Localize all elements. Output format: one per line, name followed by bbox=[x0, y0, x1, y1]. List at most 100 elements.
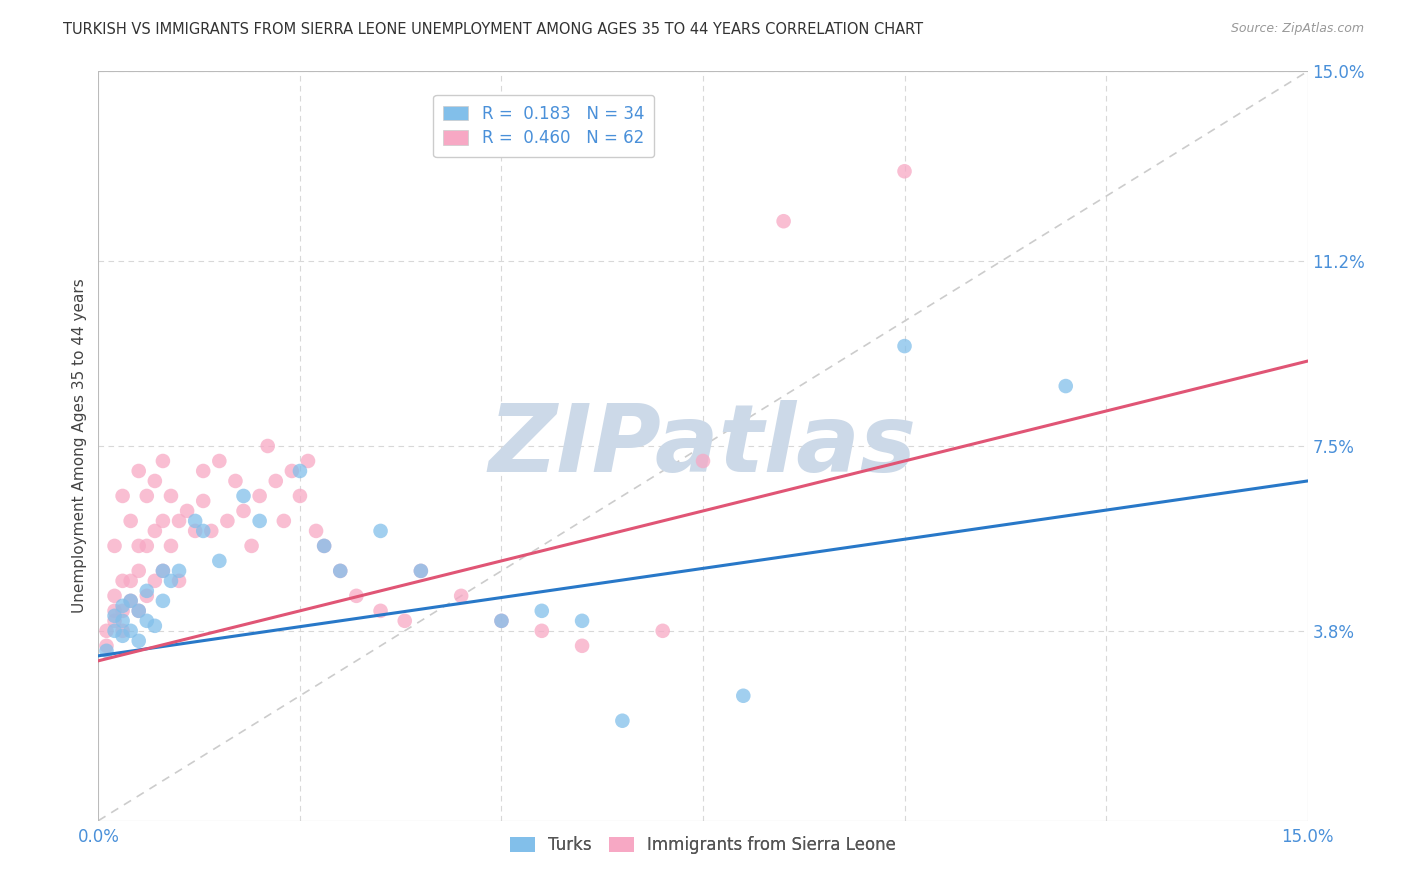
Point bbox=[167, 574, 190, 588]
Point bbox=[111, 624, 134, 638]
Point bbox=[111, 614, 134, 628]
Point bbox=[288, 464, 311, 478]
Point bbox=[111, 599, 134, 613]
Point bbox=[128, 564, 150, 578]
Point bbox=[208, 554, 231, 568]
Point bbox=[772, 214, 794, 228]
Point bbox=[571, 614, 593, 628]
Point bbox=[103, 604, 125, 618]
Point bbox=[152, 454, 174, 468]
Point bbox=[240, 539, 263, 553]
Point bbox=[128, 604, 150, 618]
Point bbox=[120, 514, 142, 528]
Point bbox=[135, 489, 157, 503]
Point bbox=[128, 539, 150, 553]
Point bbox=[160, 539, 183, 553]
Point bbox=[305, 524, 328, 538]
Point bbox=[264, 474, 287, 488]
Point bbox=[160, 574, 183, 588]
Legend: Turks, Immigrants from Sierra Leone: Turks, Immigrants from Sierra Leone bbox=[503, 830, 903, 861]
Point bbox=[370, 604, 392, 618]
Point bbox=[184, 524, 207, 538]
Point bbox=[184, 514, 207, 528]
Point bbox=[370, 524, 392, 538]
Point bbox=[217, 514, 239, 528]
Point bbox=[344, 589, 367, 603]
Point bbox=[135, 583, 157, 598]
Point bbox=[571, 639, 593, 653]
Point bbox=[193, 464, 215, 478]
Point bbox=[409, 564, 432, 578]
Point bbox=[103, 608, 125, 623]
Point bbox=[1054, 379, 1077, 393]
Point bbox=[232, 504, 254, 518]
Point bbox=[288, 489, 311, 503]
Point bbox=[128, 633, 150, 648]
Point bbox=[329, 564, 352, 578]
Point bbox=[409, 564, 432, 578]
Point bbox=[314, 539, 336, 553]
Point bbox=[135, 614, 157, 628]
Point bbox=[692, 454, 714, 468]
Point bbox=[143, 524, 166, 538]
Point bbox=[530, 604, 553, 618]
Point bbox=[120, 594, 142, 608]
Point bbox=[612, 714, 634, 728]
Point bbox=[176, 504, 198, 518]
Point bbox=[103, 614, 125, 628]
Point bbox=[160, 489, 183, 503]
Text: Source: ZipAtlas.com: Source: ZipAtlas.com bbox=[1230, 22, 1364, 36]
Point bbox=[491, 614, 513, 628]
Point bbox=[450, 589, 472, 603]
Point bbox=[143, 619, 166, 633]
Point bbox=[200, 524, 222, 538]
Point bbox=[256, 439, 278, 453]
Point bbox=[152, 564, 174, 578]
Text: TURKISH VS IMMIGRANTS FROM SIERRA LEONE UNEMPLOYMENT AMONG AGES 35 TO 44 YEARS C: TURKISH VS IMMIGRANTS FROM SIERRA LEONE … bbox=[63, 22, 924, 37]
Point bbox=[193, 494, 215, 508]
Point bbox=[733, 689, 755, 703]
Point bbox=[96, 624, 118, 638]
Point bbox=[128, 604, 150, 618]
Point bbox=[135, 589, 157, 603]
Point bbox=[232, 489, 254, 503]
Point bbox=[103, 589, 125, 603]
Point bbox=[152, 564, 174, 578]
Point bbox=[103, 539, 125, 553]
Point bbox=[394, 614, 416, 628]
Point bbox=[530, 624, 553, 638]
Point bbox=[249, 514, 271, 528]
Point bbox=[152, 594, 174, 608]
Point bbox=[651, 624, 673, 638]
Point bbox=[111, 574, 134, 588]
Point bbox=[329, 564, 352, 578]
Point bbox=[281, 464, 304, 478]
Point bbox=[208, 454, 231, 468]
Point bbox=[120, 594, 142, 608]
Point bbox=[103, 624, 125, 638]
Point bbox=[273, 514, 295, 528]
Point bbox=[893, 164, 915, 178]
Point bbox=[193, 524, 215, 538]
Point bbox=[167, 564, 190, 578]
Point bbox=[143, 474, 166, 488]
Point bbox=[143, 574, 166, 588]
Point bbox=[249, 489, 271, 503]
Point bbox=[893, 339, 915, 353]
Y-axis label: Unemployment Among Ages 35 to 44 years: Unemployment Among Ages 35 to 44 years bbox=[72, 278, 87, 614]
Point bbox=[128, 464, 150, 478]
Point bbox=[297, 454, 319, 468]
Point bbox=[314, 539, 336, 553]
Point bbox=[96, 644, 118, 658]
Point bbox=[491, 614, 513, 628]
Point bbox=[135, 539, 157, 553]
Point bbox=[152, 514, 174, 528]
Point bbox=[111, 604, 134, 618]
Point bbox=[111, 629, 134, 643]
Point bbox=[224, 474, 246, 488]
Point bbox=[111, 489, 134, 503]
Text: ZIPatlas: ZIPatlas bbox=[489, 400, 917, 492]
Point bbox=[167, 514, 190, 528]
Point bbox=[120, 574, 142, 588]
Point bbox=[120, 624, 142, 638]
